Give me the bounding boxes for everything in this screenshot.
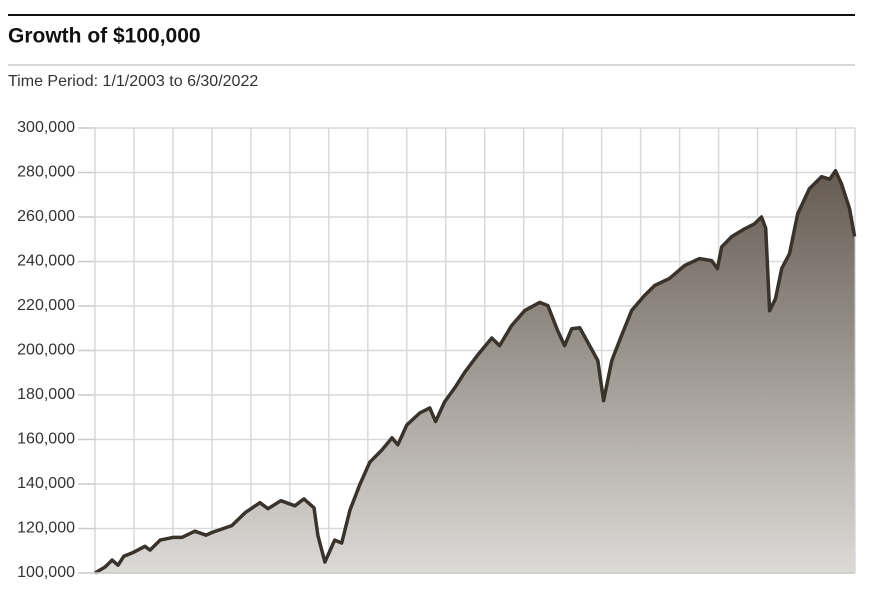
y-tick-label: 140,000 (17, 475, 75, 492)
plot-area (94, 168, 857, 575)
y-tick-label: 240,000 (17, 253, 75, 270)
y-tick-label: 200,000 (17, 342, 75, 359)
chart-title: Growth of $100,000 (8, 25, 201, 48)
y-tick-label: 100,000 (17, 564, 75, 581)
y-tick-label: 220,000 (17, 297, 75, 314)
y-tick-label: 280,000 (17, 164, 75, 181)
y-tick-label: 260,000 (17, 208, 75, 225)
chart-subtitle: Time Period: 1/1/2003 to 6/30/2022 (8, 73, 258, 90)
y-tick-label: 180,000 (17, 386, 75, 403)
y-tick-label: 160,000 (17, 431, 75, 448)
axes: 100,000 120,000 140,000 160,000 180,000 200,0… (17, 119, 855, 581)
y-tick-label: 300,000 (17, 119, 75, 136)
line (94, 168, 857, 575)
y-tick-label: 120,000 (17, 520, 75, 537)
area (95, 170, 855, 573)
